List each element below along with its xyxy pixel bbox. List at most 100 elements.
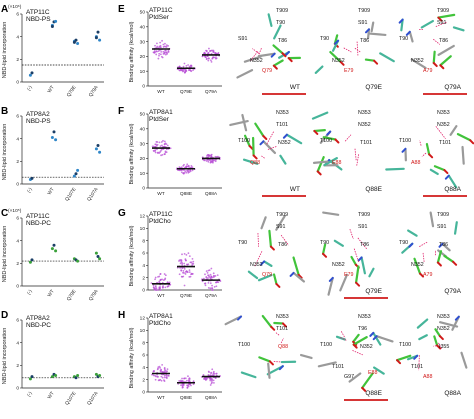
data-point xyxy=(98,39,101,42)
residue-label: N352 xyxy=(332,262,345,268)
data-point xyxy=(164,50,166,52)
residue-stick xyxy=(419,335,427,339)
data-point xyxy=(215,58,217,60)
residue-label: A88 xyxy=(423,374,432,380)
y-tick-label: 4 xyxy=(16,340,19,346)
data-point xyxy=(208,48,210,50)
data-point xyxy=(183,272,185,274)
y-tick-label: 8 xyxy=(142,340,145,346)
data-point xyxy=(185,65,187,67)
data-point xyxy=(164,273,166,275)
data-point xyxy=(162,57,164,59)
residue-stick xyxy=(274,60,283,65)
y-tick-label: 50 xyxy=(140,112,146,118)
x-tick-label: WT xyxy=(46,85,55,95)
data-point xyxy=(191,264,193,266)
data-point xyxy=(209,50,211,52)
x-tick-label: Q88E xyxy=(180,191,192,197)
data-point xyxy=(186,165,188,167)
data-point xyxy=(214,286,216,288)
data-point xyxy=(208,282,210,284)
data-point xyxy=(210,162,212,164)
y-axis-label: Binding affinity (kcal/mol) xyxy=(129,21,135,82)
panel-protein: ATP8A1 xyxy=(149,313,173,320)
oxygen-stick xyxy=(397,360,400,363)
residue-stick xyxy=(458,134,470,140)
data-point xyxy=(75,172,78,175)
residue-label: T86 xyxy=(439,38,448,44)
data-point xyxy=(53,244,56,247)
y-tick-label: 4 xyxy=(142,263,145,269)
y-tick-label: 4 xyxy=(16,136,19,142)
data-point xyxy=(189,271,191,273)
x-tick-label: (-) xyxy=(26,390,34,398)
data-point xyxy=(183,384,185,386)
oxygen-stick xyxy=(271,327,274,330)
data-point xyxy=(160,369,162,371)
data-point xyxy=(54,374,57,377)
axis-exponent: (×10⁶) xyxy=(8,4,22,10)
panel-protein: ATP8A2 xyxy=(26,111,50,118)
data-point xyxy=(206,58,208,60)
data-point xyxy=(206,277,208,279)
mutant-caption: Q79A xyxy=(444,288,461,295)
residue-stick xyxy=(434,336,437,345)
data-point xyxy=(186,163,188,165)
data-point xyxy=(164,51,166,53)
data-point xyxy=(31,375,34,378)
residue-label: T101 xyxy=(332,364,344,370)
y-tick-label: 0 xyxy=(142,390,145,396)
data-point xyxy=(161,279,163,281)
data-point xyxy=(187,64,189,66)
data-point xyxy=(213,272,215,274)
data-point xyxy=(168,375,170,377)
data-point xyxy=(156,46,158,48)
y-axis-label: Binding affinity (kcal/mol) xyxy=(129,225,135,286)
residue-label: T909 xyxy=(437,212,449,218)
residue-label: A79 xyxy=(423,68,432,74)
data-point xyxy=(164,286,166,288)
oxygen-stick xyxy=(271,247,274,250)
y-tick-label: 2 xyxy=(16,363,19,369)
data-point xyxy=(157,289,159,291)
data-point xyxy=(165,151,167,153)
data-point xyxy=(192,258,194,260)
x-tick-label: Q88A xyxy=(205,191,218,197)
residue-stick xyxy=(435,166,445,170)
y-tick-label: 40 xyxy=(140,127,146,133)
y-tick-label: 40 xyxy=(140,25,146,31)
residue-label: E88 xyxy=(332,160,341,166)
data-point xyxy=(76,42,79,45)
data-point xyxy=(155,379,157,381)
residue-stick xyxy=(434,52,435,63)
residue-stick xyxy=(259,357,270,361)
y-tick-label: 4 xyxy=(16,238,19,244)
data-point xyxy=(210,268,212,270)
x-tick-label: WT xyxy=(157,395,165,401)
data-point xyxy=(188,380,190,382)
data-point xyxy=(162,154,164,156)
nitrogen-stick xyxy=(284,135,287,138)
data-point xyxy=(212,289,214,291)
data-point xyxy=(189,255,191,257)
residue-stick xyxy=(263,141,275,153)
oxygen-stick xyxy=(470,140,473,143)
hbond-dashed xyxy=(350,229,353,239)
residue-stick xyxy=(380,53,394,61)
oxygen-stick xyxy=(250,146,253,149)
data-point xyxy=(205,379,207,381)
oxygen-stick xyxy=(429,154,432,157)
data-point xyxy=(164,153,166,155)
residue-stick xyxy=(451,126,457,135)
residue-stick xyxy=(335,241,343,246)
data-point xyxy=(210,59,212,61)
nitrogen-stick xyxy=(370,333,373,336)
hbond-dashed xyxy=(281,338,283,343)
residue-label: N353 xyxy=(276,110,289,116)
nitrogen-stick xyxy=(291,273,294,276)
data-point xyxy=(159,287,161,289)
hbond-dashed xyxy=(344,48,352,52)
